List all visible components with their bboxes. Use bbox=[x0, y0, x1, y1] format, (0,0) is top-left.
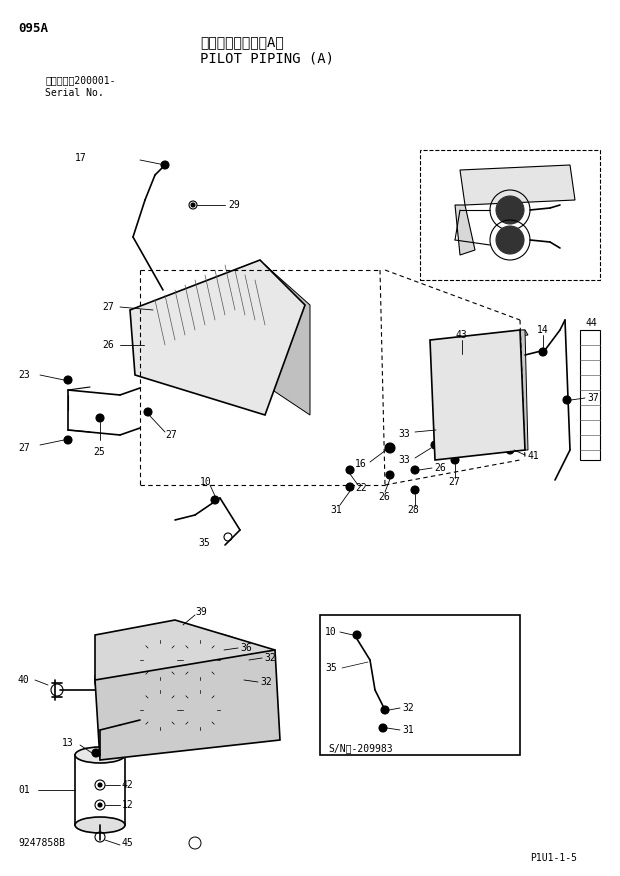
Text: PILOT PIPING (A): PILOT PIPING (A) bbox=[200, 51, 334, 65]
Text: 26: 26 bbox=[378, 492, 390, 502]
Circle shape bbox=[386, 471, 394, 479]
Text: 14: 14 bbox=[537, 325, 549, 335]
Text: 32: 32 bbox=[402, 703, 414, 713]
Text: 適用号機　200001-: 適用号機 200001- bbox=[45, 75, 115, 85]
Polygon shape bbox=[455, 205, 475, 255]
Polygon shape bbox=[95, 650, 280, 760]
Text: 31: 31 bbox=[402, 725, 414, 735]
Circle shape bbox=[178, 625, 188, 635]
Text: 37: 37 bbox=[587, 393, 599, 403]
Circle shape bbox=[96, 414, 104, 422]
Ellipse shape bbox=[75, 747, 125, 763]
Circle shape bbox=[353, 631, 361, 639]
Circle shape bbox=[153, 306, 161, 314]
Text: P1U1-1-5: P1U1-1-5 bbox=[530, 853, 577, 863]
Text: 32: 32 bbox=[260, 677, 272, 687]
Text: 45: 45 bbox=[122, 838, 134, 848]
Text: 27: 27 bbox=[18, 443, 30, 453]
Polygon shape bbox=[520, 330, 528, 450]
Text: 27: 27 bbox=[448, 477, 460, 487]
Circle shape bbox=[161, 161, 169, 169]
Text: バイロット配管（A）: バイロット配管（A） bbox=[200, 35, 284, 49]
Ellipse shape bbox=[95, 630, 275, 730]
Circle shape bbox=[451, 456, 459, 464]
Circle shape bbox=[379, 724, 387, 732]
Text: 01: 01 bbox=[18, 785, 30, 795]
Text: 27: 27 bbox=[102, 302, 113, 312]
Circle shape bbox=[241, 656, 249, 664]
Circle shape bbox=[146, 343, 150, 347]
Polygon shape bbox=[435, 330, 528, 345]
Text: 29: 29 bbox=[228, 200, 240, 210]
Text: 33: 33 bbox=[398, 455, 410, 465]
Text: 17: 17 bbox=[75, 153, 87, 163]
Circle shape bbox=[539, 348, 547, 356]
Polygon shape bbox=[95, 620, 275, 680]
Text: 25: 25 bbox=[93, 447, 105, 457]
Circle shape bbox=[64, 376, 72, 384]
Polygon shape bbox=[130, 260, 305, 415]
Text: 39: 39 bbox=[195, 607, 206, 617]
Circle shape bbox=[98, 783, 102, 787]
Text: 13: 13 bbox=[62, 738, 74, 748]
Circle shape bbox=[436, 426, 444, 434]
Circle shape bbox=[496, 226, 524, 254]
Text: 41: 41 bbox=[527, 451, 539, 461]
Text: 35: 35 bbox=[198, 538, 210, 548]
Circle shape bbox=[64, 436, 72, 444]
Text: 40: 40 bbox=[18, 675, 30, 685]
Text: 43: 43 bbox=[455, 330, 467, 340]
Circle shape bbox=[211, 496, 219, 504]
Text: 22: 22 bbox=[355, 483, 367, 493]
Circle shape bbox=[506, 446, 514, 454]
Bar bbox=[75, 755, 125, 825]
Circle shape bbox=[144, 408, 152, 416]
Bar bbox=[320, 615, 520, 755]
Circle shape bbox=[431, 441, 439, 449]
Text: 28: 28 bbox=[407, 505, 419, 515]
Polygon shape bbox=[155, 265, 270, 310]
Text: 35: 35 bbox=[325, 663, 337, 673]
Text: 23: 23 bbox=[18, 370, 30, 380]
Circle shape bbox=[346, 483, 354, 491]
Text: 26: 26 bbox=[102, 340, 113, 350]
Text: 26: 26 bbox=[434, 463, 446, 473]
Circle shape bbox=[98, 803, 102, 807]
Text: 42: 42 bbox=[122, 780, 134, 790]
Text: 31: 31 bbox=[330, 505, 342, 515]
Circle shape bbox=[411, 466, 419, 474]
Text: 36: 36 bbox=[240, 643, 252, 653]
Text: 095A: 095A bbox=[18, 22, 48, 34]
Text: 44: 44 bbox=[585, 318, 596, 328]
Text: 33: 33 bbox=[398, 429, 410, 439]
Text: Serial No.: Serial No. bbox=[45, 88, 104, 98]
Circle shape bbox=[236, 676, 244, 684]
Ellipse shape bbox=[75, 817, 125, 833]
Circle shape bbox=[496, 196, 524, 224]
Polygon shape bbox=[460, 165, 575, 205]
Circle shape bbox=[92, 749, 100, 757]
Circle shape bbox=[456, 354, 464, 362]
Circle shape bbox=[346, 466, 354, 474]
Polygon shape bbox=[265, 265, 310, 415]
Text: 10: 10 bbox=[200, 477, 212, 487]
Text: 16: 16 bbox=[355, 459, 367, 469]
Text: 12: 12 bbox=[122, 800, 134, 810]
Circle shape bbox=[411, 486, 419, 494]
Circle shape bbox=[191, 203, 195, 207]
Text: 10: 10 bbox=[325, 627, 337, 637]
Bar bbox=[420, 150, 600, 280]
Text: 32: 32 bbox=[264, 653, 276, 663]
Text: 9247858B: 9247858B bbox=[18, 838, 65, 848]
Circle shape bbox=[563, 396, 571, 404]
Text: S/N：-209983: S/N：-209983 bbox=[328, 743, 392, 753]
Circle shape bbox=[216, 646, 224, 654]
Polygon shape bbox=[430, 330, 525, 460]
Bar bbox=[580, 330, 600, 460]
Circle shape bbox=[381, 706, 389, 714]
Circle shape bbox=[385, 443, 395, 453]
Text: 27: 27 bbox=[165, 430, 177, 440]
